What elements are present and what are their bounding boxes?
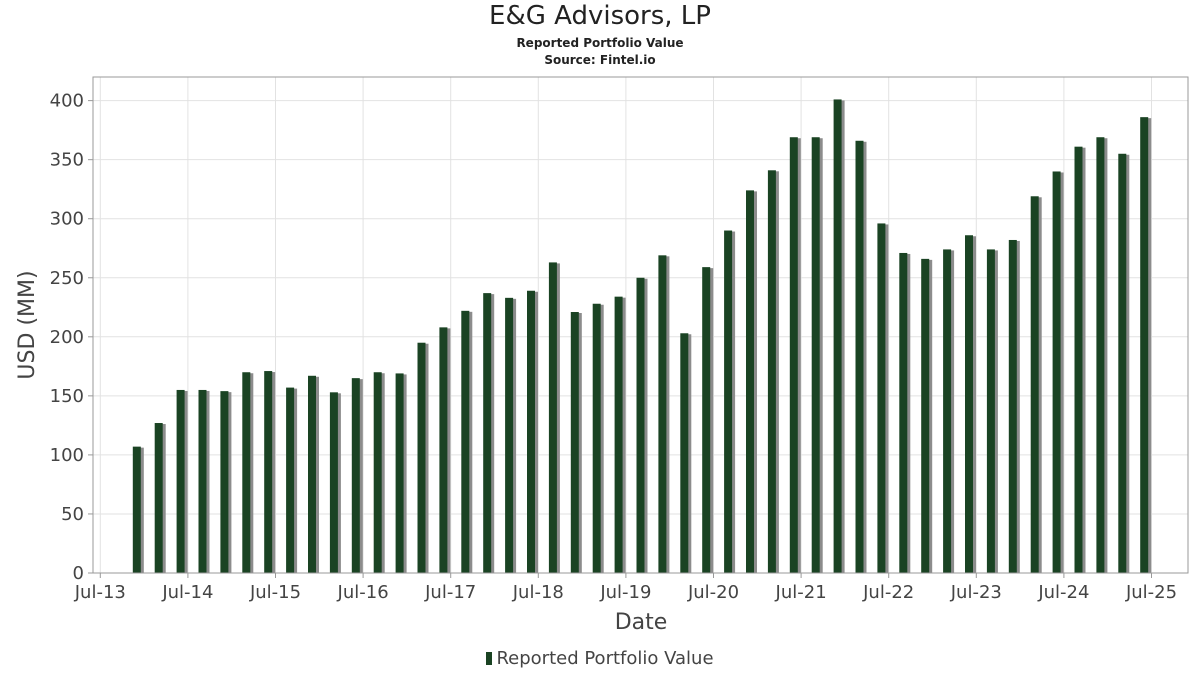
bar xyxy=(592,303,601,573)
x-tick-label: Jul-23 xyxy=(950,582,1002,603)
x-tick-label: Jul-22 xyxy=(862,582,914,603)
bar xyxy=(899,252,908,573)
bar xyxy=(570,312,579,573)
x-tick-label: Jul-17 xyxy=(424,582,476,603)
chart-subtitle: Reported Portfolio Value xyxy=(516,36,684,50)
x-tick-label: Jul-21 xyxy=(775,582,827,603)
bar xyxy=(548,262,557,573)
x-tick-label: Jul-15 xyxy=(249,582,301,603)
bar xyxy=(943,249,952,573)
bar xyxy=(527,290,535,573)
y-tick-label: 300 xyxy=(50,209,84,230)
bar xyxy=(877,223,886,573)
legend-label: Reported Portfolio Value xyxy=(496,648,714,669)
grid-layer xyxy=(93,77,1188,574)
bar xyxy=(702,267,711,573)
x-tick-label: Jul-19 xyxy=(599,582,651,603)
bar xyxy=(351,378,360,573)
bar xyxy=(1030,196,1039,573)
bar xyxy=(220,391,229,573)
bar xyxy=(308,375,316,573)
y-tick-label: 0 xyxy=(73,563,84,584)
bar xyxy=(373,372,382,573)
bar xyxy=(614,296,623,573)
y-tick-label: 350 xyxy=(50,150,84,171)
bar xyxy=(746,190,754,573)
bar xyxy=(439,327,448,573)
bar xyxy=(724,230,733,573)
y-tick-label: 150 xyxy=(50,386,84,407)
x-tick-label: Jul-13 xyxy=(74,582,126,603)
y-tick-label: 100 xyxy=(50,445,84,466)
y-axis-title: USD (MM) xyxy=(15,270,40,379)
bar xyxy=(986,249,995,573)
plot-frame xyxy=(92,76,1189,574)
bar xyxy=(921,258,930,573)
bar xyxy=(395,373,404,573)
legend-swatch xyxy=(486,652,493,665)
bar xyxy=(680,333,689,573)
bar xyxy=(658,255,667,574)
x-tick-label: Jul-20 xyxy=(687,582,739,603)
bar xyxy=(789,137,798,573)
bar xyxy=(1140,117,1149,574)
x-tick-label: Jul-24 xyxy=(1037,582,1089,603)
chart-source: Source: Fintel.io xyxy=(544,53,656,67)
y-tick-label: 50 xyxy=(61,504,84,525)
bar xyxy=(1096,137,1105,573)
x-axis-title: Date xyxy=(615,610,668,635)
bar xyxy=(767,170,776,574)
legend: Reported Portfolio Value xyxy=(0,648,1200,669)
bar xyxy=(833,99,842,573)
bar xyxy=(286,387,295,573)
y-tick-label: 200 xyxy=(50,327,84,348)
bar xyxy=(1008,239,1017,573)
bar xyxy=(1118,153,1127,573)
x-tick-label: Jul-18 xyxy=(512,582,564,603)
bar xyxy=(154,423,163,573)
bar xyxy=(132,446,141,573)
x-tick-label: Jul-16 xyxy=(337,582,389,603)
bar xyxy=(811,137,820,573)
x-tick-label: Jul-14 xyxy=(161,582,213,603)
bar-layer xyxy=(132,99,1152,574)
chart-title: E&G Advisors, LP xyxy=(489,1,711,31)
bar xyxy=(636,277,645,573)
bar xyxy=(483,293,492,573)
bar xyxy=(461,310,470,573)
bar xyxy=(1052,171,1061,573)
bar xyxy=(855,140,864,573)
axis-layer: 0 50 100 150 200 250 300 350 400 Jul-13 Jul-14 Jul-… xyxy=(50,76,1189,603)
bar xyxy=(505,297,514,573)
bar xyxy=(417,342,426,573)
bar xyxy=(242,372,251,573)
bar xyxy=(176,389,185,573)
bar xyxy=(1074,146,1083,573)
bar xyxy=(965,235,973,573)
y-tick-label: 250 xyxy=(50,268,84,289)
bar xyxy=(198,389,207,573)
x-tick-label: Jul-25 xyxy=(1125,582,1177,603)
bar xyxy=(264,371,273,573)
y-tick-label: 400 xyxy=(50,91,84,112)
bar xyxy=(329,392,338,573)
